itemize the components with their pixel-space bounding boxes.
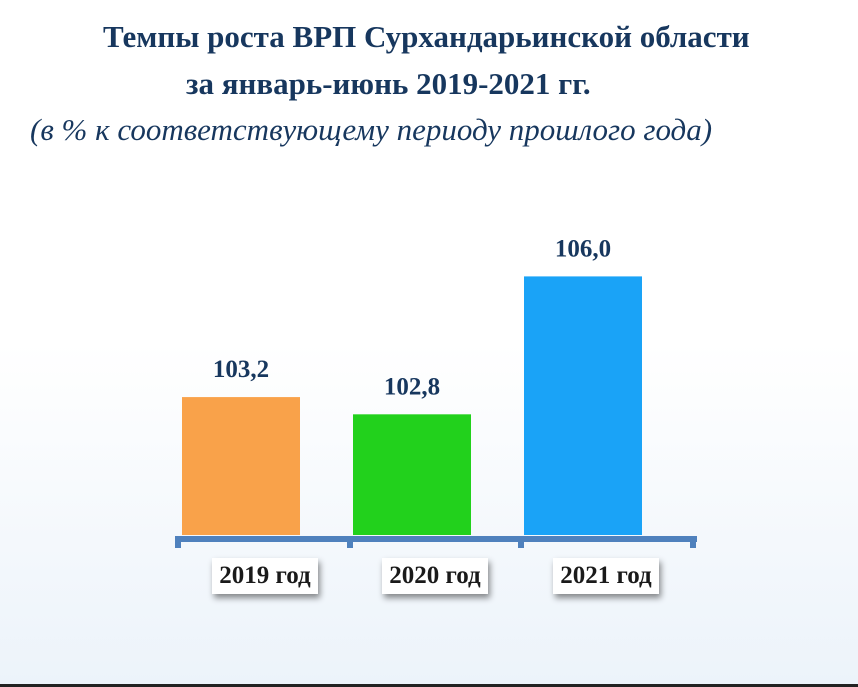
value-label-0: 103,2 bbox=[213, 356, 269, 383]
x-axis-tick-2 bbox=[518, 536, 524, 548]
bar-1 bbox=[353, 414, 471, 535]
x-axis-tick-3 bbox=[690, 536, 696, 548]
value-label-1: 102,8 bbox=[384, 373, 440, 400]
category-label-2019: 2019 год bbox=[212, 558, 318, 594]
chart-title: Темпы роста ВРП Сурхандарьинской области bbox=[103, 19, 750, 54]
chart-subtitle: (в % к соответствующему периоду прошлого… bbox=[30, 112, 713, 147]
bar-0 bbox=[182, 397, 300, 535]
x-axis-line bbox=[176, 536, 697, 542]
chart-title-period: за январь-июнь 2019-2021 гг. bbox=[186, 66, 591, 101]
x-axis-tick-1 bbox=[347, 536, 353, 548]
x-axis-tick-0 bbox=[175, 536, 181, 548]
bottom-divider bbox=[0, 684, 858, 687]
category-label-2020: 2020 год bbox=[382, 558, 488, 594]
category-label-2021: 2021 год bbox=[553, 558, 659, 594]
bar-2 bbox=[524, 276, 642, 535]
value-label-2: 106,0 bbox=[555, 235, 611, 262]
